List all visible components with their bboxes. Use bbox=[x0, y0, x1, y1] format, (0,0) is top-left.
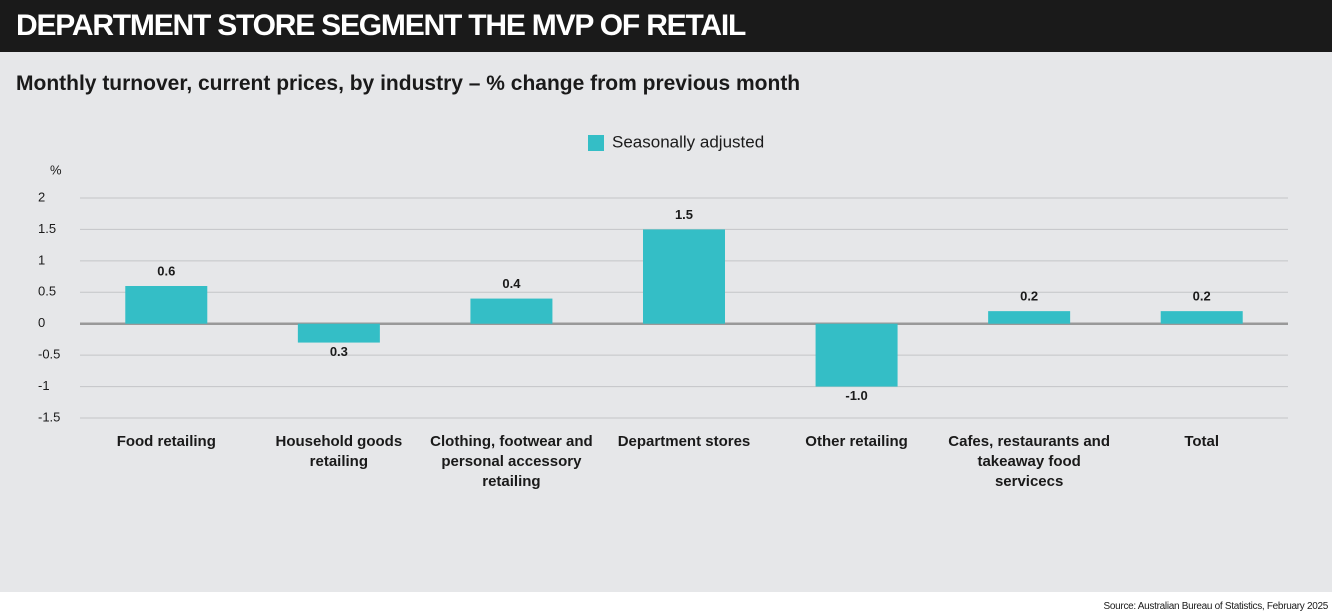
y-tick-label: 0 bbox=[38, 315, 45, 330]
value-label: 1.5 bbox=[675, 207, 693, 222]
value-label: 0.2 bbox=[1193, 289, 1211, 304]
y-tick-label: -1.5 bbox=[38, 409, 60, 424]
x-tick-label: Department stores bbox=[617, 433, 751, 450]
value-label: 0.2 bbox=[1020, 289, 1038, 304]
chart-title: DEPARTMENT STORE SEGMENT THE MVP OF RETA… bbox=[16, 9, 746, 42]
x-tick-label: Household goods retailing bbox=[275, 433, 403, 470]
y-tick-label: 1.5 bbox=[38, 221, 56, 236]
bar bbox=[125, 286, 208, 324]
y-tick-label: -0.5 bbox=[38, 347, 60, 362]
y-axis-label: % bbox=[50, 162, 62, 177]
x-tick-label: Clothing, footwear and personal accessor… bbox=[430, 433, 593, 490]
x-tick-label: Other retailing bbox=[805, 433, 908, 450]
x-tick-label: Food retailing bbox=[116, 433, 216, 450]
bar bbox=[1160, 311, 1243, 324]
bar bbox=[988, 311, 1071, 324]
bar bbox=[297, 323, 380, 343]
y-tick-label: 2 bbox=[38, 189, 45, 204]
x-tick-label: Cafes, restaurants and takeaway food ser… bbox=[948, 433, 1110, 490]
value-label: 0.3 bbox=[330, 344, 348, 359]
legend-label: Seasonally adjusted bbox=[612, 132, 764, 151]
value-label: 0.4 bbox=[502, 276, 521, 291]
y-tick-label: 1 bbox=[38, 252, 45, 267]
bar bbox=[643, 229, 725, 324]
y-tick-label: -1 bbox=[38, 378, 50, 393]
bar bbox=[470, 298, 553, 324]
y-tick-label: 0.5 bbox=[38, 284, 56, 299]
chart-subtitle: Monthly turnover, current prices, by ind… bbox=[16, 72, 801, 95]
x-tick-label: Total bbox=[1184, 433, 1220, 450]
source: Source: Australian Bureau of Statistics,… bbox=[1103, 601, 1329, 612]
header bbox=[0, 0, 1332, 52]
value-label: 0.6 bbox=[157, 263, 175, 278]
bar bbox=[815, 323, 898, 387]
legend-swatch bbox=[588, 135, 604, 151]
value-label: -1.0 bbox=[845, 388, 867, 403]
chart: % 2 1.5 1 0.5 0 -0.5 -1 -1.5 Seasonally adjusted 0… bbox=[38, 132, 1288, 424]
